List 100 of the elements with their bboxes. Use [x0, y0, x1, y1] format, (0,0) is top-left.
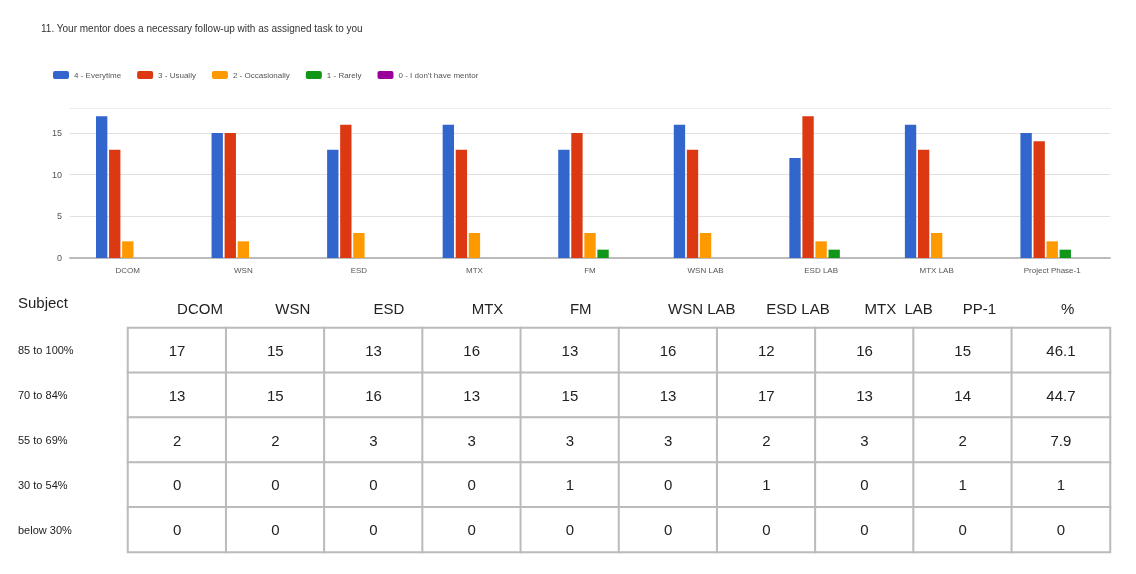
bar [353, 233, 365, 258]
data-label: 2 [172, 431, 182, 449]
x-tick-label: WSN LAB [668, 300, 736, 317]
data-label: 0 [663, 521, 673, 539]
data-label: 12 [757, 341, 775, 359]
data-label: 3 [663, 431, 673, 449]
bar [1046, 241, 1058, 258]
x-tick-label: WSN LAB [687, 265, 724, 275]
bar [597, 249, 609, 258]
legend-label: 3 - Usually [158, 70, 196, 80]
data-label: 3 [467, 431, 476, 449]
y-tick-label: below 30% [18, 523, 73, 536]
data-label: 13 [561, 341, 579, 359]
legend-label: 1 - Rarely [326, 70, 362, 80]
data-label: 0 [369, 476, 378, 494]
data-label: 17 [757, 386, 775, 404]
bar [917, 149, 930, 258]
data-label: 0 [369, 521, 378, 539]
data-label: 1 [958, 476, 967, 494]
bar [455, 149, 468, 258]
x-tick-label: Project Phase-1 [1023, 265, 1082, 275]
chart-title: 11. Your mentor does a necessary follow-up with as assigned task to you [41, 22, 363, 34]
y-tick-label: 5 [56, 211, 62, 222]
bar [109, 149, 121, 258]
y-tick-label: 30 to 54% [18, 478, 68, 491]
data-label: 0 [860, 521, 869, 539]
data-label: 13 [168, 386, 186, 404]
legend-label: 2 - Occasionally [232, 70, 290, 80]
data-label: 1 [565, 476, 575, 494]
data-label: 3 [565, 431, 575, 449]
data-label: 7.9 [1050, 431, 1072, 449]
x-tick-label: DCOM [115, 265, 141, 275]
bar [1059, 249, 1071, 258]
x-tick-label: FM [584, 265, 597, 275]
x-tick-label: PP-1 [962, 300, 997, 317]
bar [122, 241, 134, 258]
data-label: 0 [958, 521, 967, 539]
legend-label: 4 - Everytime [74, 70, 122, 80]
data-label: 0 [663, 476, 673, 494]
x-tick-label: WSN [275, 300, 311, 317]
bar [327, 149, 339, 258]
bar [828, 249, 840, 258]
data-label: 0 [860, 476, 869, 494]
x-tick-label: ESD [350, 265, 368, 275]
data-label: 3 [860, 431, 869, 449]
data-label: 16 [659, 341, 677, 359]
bar [789, 158, 801, 258]
y-tick-label: 0 [56, 253, 62, 263]
x-tick-label: ESD LAB [804, 265, 839, 275]
bar [815, 241, 827, 258]
x-tick-label: ESD LAB [766, 300, 830, 317]
bar [96, 116, 108, 258]
data-label: 14 [954, 386, 972, 404]
data-label: 46.1 [1046, 341, 1076, 359]
x-tick-label: % [1060, 300, 1075, 317]
data-label: 17 [168, 341, 186, 359]
bar [1033, 141, 1045, 258]
bar [930, 233, 943, 258]
data-label: 15 [266, 386, 284, 404]
data-label: 15 [266, 341, 284, 359]
legend-label: 0 - I don't have mentor [398, 70, 479, 80]
data-label: 1 [762, 476, 771, 494]
data-label: 0 [271, 476, 280, 494]
data-label: 13 [365, 341, 382, 359]
data-label: 2 [271, 431, 280, 449]
data-label: 44.7 [1046, 386, 1076, 404]
data-label: 0 [565, 521, 575, 539]
bar [468, 233, 481, 258]
bar [584, 233, 596, 258]
y-tick-label: 15 [51, 128, 62, 138]
data-label: 1 [1056, 476, 1066, 494]
bar [1020, 133, 1032, 258]
data-label: 2 [958, 431, 967, 449]
y-tick-label: 70 to 84% [18, 389, 68, 402]
x-tick-label: MTX [466, 265, 484, 275]
x-tick-label: FM [569, 300, 592, 317]
data-label: 13 [856, 386, 873, 404]
data-label: 13 [463, 386, 481, 404]
y-axis-title: Subject [18, 294, 69, 311]
bar [340, 124, 352, 258]
data-label: 0 [1056, 521, 1066, 539]
data-label: 0 [467, 476, 476, 494]
bar [558, 149, 570, 258]
bar [442, 124, 455, 258]
x-tick-label: WSN [234, 265, 253, 275]
data-label: 16 [856, 341, 873, 359]
bar [673, 124, 686, 258]
data-label: 3 [369, 431, 378, 449]
y-tick-label: 55 to 69% [18, 434, 68, 446]
bar [904, 124, 917, 258]
data-label: 15 [561, 386, 579, 404]
y-tick-label: 85 to 100% [18, 344, 74, 357]
x-tick-label: DCOM [177, 300, 223, 317]
data-label: 0 [271, 521, 280, 539]
y-tick-label: 10 [51, 169, 62, 180]
data-label: 0 [172, 521, 182, 539]
data-label: 0 [467, 521, 476, 539]
data-label: 16 [365, 386, 382, 404]
data-label: 13 [659, 386, 677, 404]
bar [571, 133, 583, 258]
